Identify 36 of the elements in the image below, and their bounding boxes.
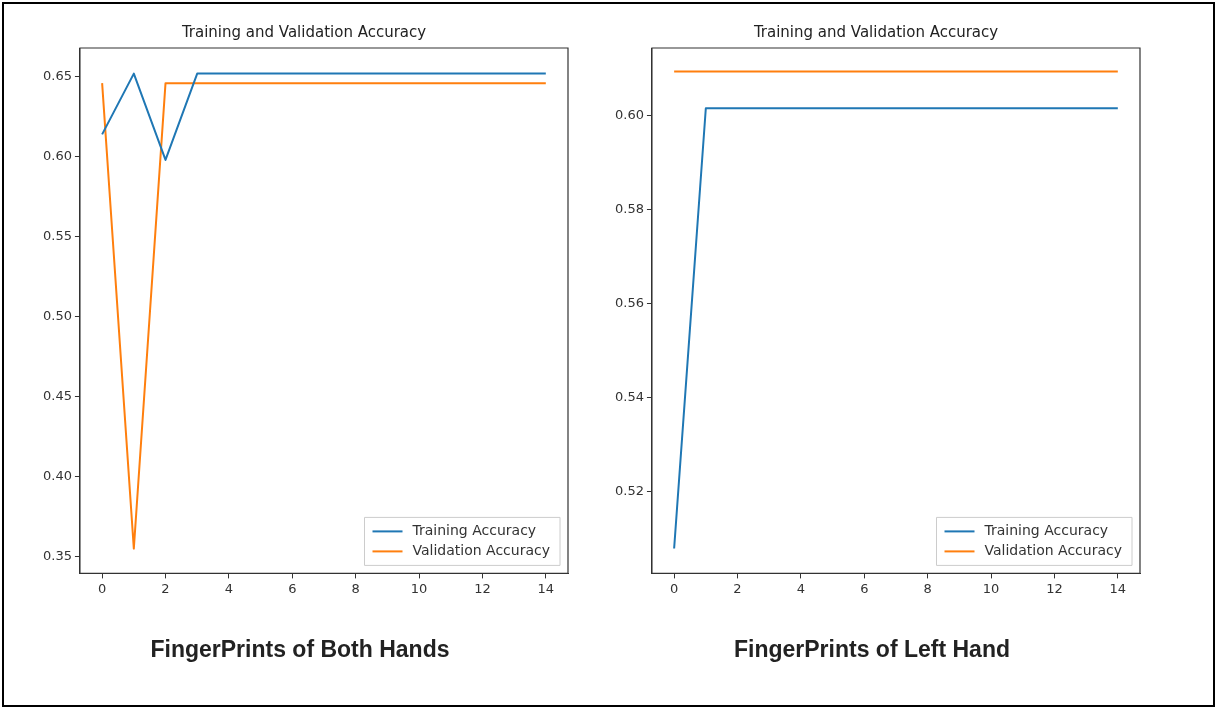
x-tick-label: 2 [161, 580, 170, 596]
x-tick-label: 8 [923, 580, 932, 596]
y-tick-label: 0.52 [614, 483, 644, 499]
x-tick-label: 12 [474, 580, 491, 596]
x-tick-label: 14 [537, 580, 555, 596]
x-tick-label: 10 [982, 580, 1000, 596]
y-tick-label: 0.60 [42, 148, 72, 164]
y-tick-label: 0.50 [42, 308, 72, 324]
y-tick-label: 0.35 [42, 547, 72, 563]
x-tick-label: 4 [224, 580, 234, 596]
legend-label: Validation Accuracy [412, 542, 550, 559]
text: FingerPrints of Left Hand [733, 636, 1011, 663]
x-tick-label: 6 [288, 580, 297, 596]
text: FingerPrints of Both Hands [149, 636, 451, 663]
y-tick-label: 0.55 [42, 228, 72, 244]
legend-label: Validation Accuracy [984, 542, 1122, 559]
x-tick-label: 8 [351, 580, 360, 596]
y-tick-label: 0.54 [614, 389, 644, 405]
x-tick-label: 0 [97, 580, 107, 596]
x-tick-label: 12 [1046, 580, 1063, 596]
chart-title: Training and Validation Accuracy [752, 22, 999, 41]
x-tick-label: 10 [410, 580, 428, 596]
chart-title: Training and Validation Accuracy [180, 22, 427, 41]
legend-label: Training Accuracy [411, 522, 537, 539]
y-tick-label: 0.56 [614, 295, 644, 311]
legend-label: Training Accuracy [983, 522, 1109, 539]
y-tick-label: 0.65 [42, 68, 72, 84]
y-tick-label: 0.40 [42, 468, 72, 484]
x-tick-label: 4 [796, 580, 806, 596]
y-tick-label: 0.60 [614, 106, 644, 122]
y-tick-label: 0.45 [42, 388, 72, 404]
y-tick-label: 0.58 [614, 200, 644, 216]
x-tick-label: 2 [733, 580, 742, 596]
x-tick-label: 6 [860, 580, 869, 596]
x-tick-label: 14 [1109, 580, 1127, 596]
x-tick-label: 0 [669, 580, 679, 596]
